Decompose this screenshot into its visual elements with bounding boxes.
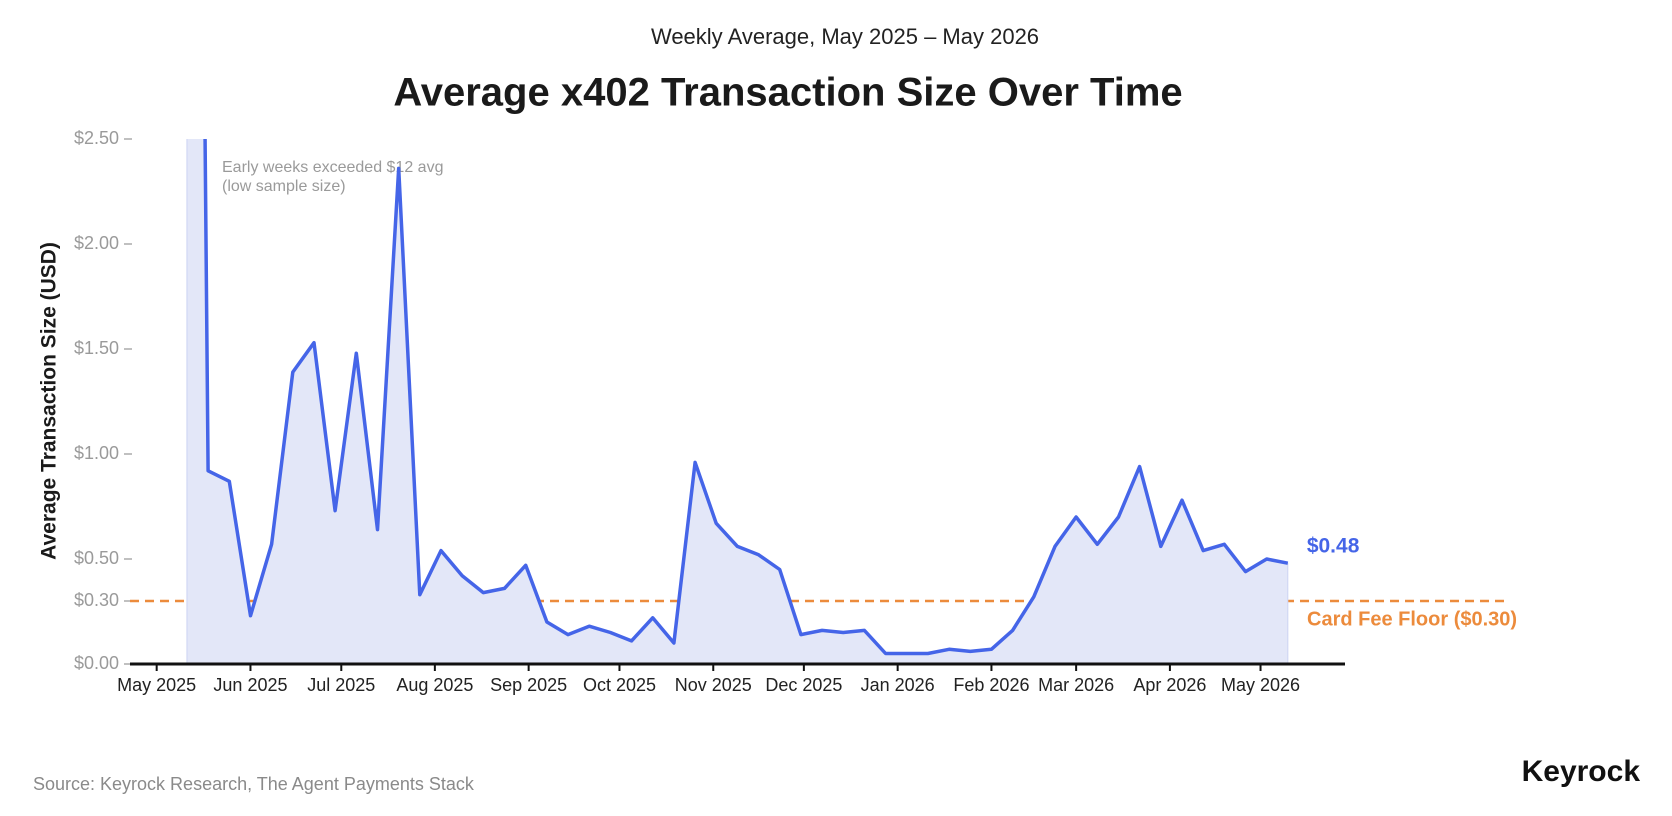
- y-tick-label: $0.30: [74, 590, 119, 610]
- y-tick-label: $2.50: [74, 128, 119, 148]
- y-tick-label: $2.00: [74, 233, 119, 253]
- source: Source: Keyrock Research, The Agent Paym…: [33, 774, 475, 794]
- annotation: (low sample size): [222, 178, 346, 195]
- x-tick-label: May 2026: [1221, 675, 1300, 695]
- x-tick-label: Mar 2026: [1038, 675, 1114, 695]
- y-tick-label: $1.00: [74, 443, 119, 463]
- reference-label: Card Fee Floor ($0.30): [1307, 608, 1517, 630]
- chart-subtitle: Weekly Average, May 2025 – May 2026: [651, 24, 1039, 49]
- y-tick-label: $0.50: [74, 548, 119, 568]
- x-tick-label: Jan 2026: [861, 675, 935, 695]
- x-tick-label: Oct 2025: [583, 675, 656, 695]
- value-label: $0.48: [1307, 535, 1360, 558]
- y-axis-label: Average Transaction Size (USD): [38, 242, 61, 560]
- y-tick-label: $1.50: [74, 338, 119, 358]
- annotation: Early weeks exceeded $12 avg: [222, 159, 443, 176]
- line: [203, 139, 1289, 656]
- x-tick-label: Nov 2025: [675, 675, 752, 695]
- x-tick-label: Sep 2025: [490, 675, 567, 695]
- x-tick-label: Jul 2025: [307, 675, 375, 695]
- x-tick-label: May 2025: [117, 675, 196, 695]
- x-tick-label: Jun 2025: [213, 675, 287, 695]
- x-tick-label: Dec 2025: [765, 675, 842, 695]
- chart-title: Average x402 Transaction Size Over Time: [393, 71, 1182, 115]
- x-tick-label: Feb 2026: [953, 675, 1029, 695]
- y-tick-label: $0.00: [74, 653, 119, 673]
- x-tick-label: Apr 2026: [1133, 675, 1206, 695]
- x-tick-label: Aug 2025: [396, 675, 473, 695]
- logo: Keyrock: [1522, 755, 1641, 788]
- plot: [186, 139, 1289, 665]
